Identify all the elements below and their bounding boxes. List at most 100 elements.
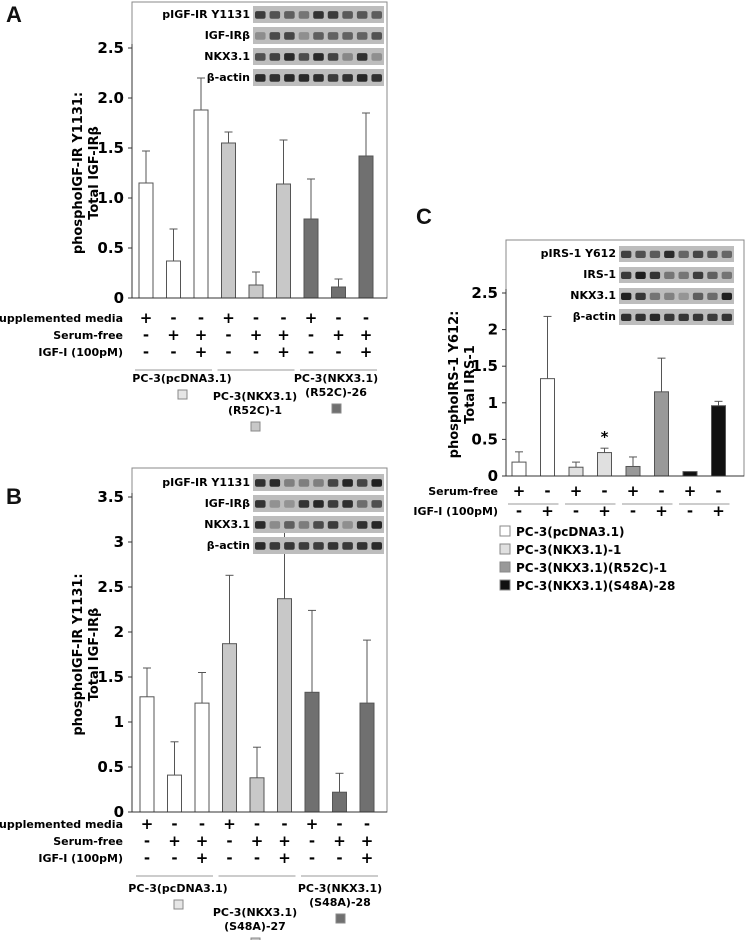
blot-band — [356, 32, 368, 40]
condition-sign: + — [277, 326, 290, 344]
condition-sign: - — [336, 815, 342, 833]
condition-sign: + — [360, 343, 373, 361]
blot-band — [298, 479, 310, 487]
condition-sign: + — [140, 309, 153, 327]
blot-band — [635, 271, 646, 279]
blot-band — [313, 521, 324, 529]
blot-band — [255, 32, 266, 40]
y-axis-label-line1: phosphoIGF-IR Y1131: — [71, 92, 86, 254]
bar — [625, 465, 641, 477]
bar — [248, 284, 264, 299]
blot-band — [342, 479, 353, 487]
group-label: (R52C)-1 — [228, 404, 282, 417]
blot-band — [635, 250, 646, 258]
condition-sign: - — [199, 815, 205, 833]
condition-sign: - — [309, 849, 315, 867]
bar — [139, 696, 155, 813]
blot-band — [327, 542, 339, 550]
condition-sign: + — [251, 832, 264, 850]
blot-label: β-actin — [207, 71, 250, 84]
blot-band — [255, 479, 266, 487]
condition-sign: + — [278, 832, 291, 850]
blot-band — [269, 500, 281, 508]
group-label: (S48A)-27 — [224, 920, 286, 933]
condition-sign: - — [715, 482, 721, 500]
group-label: (R52C)-26 — [305, 386, 367, 399]
blot-band — [298, 74, 310, 82]
group-label: PC-3(NKX3.1) — [213, 390, 297, 403]
condition-sign: + — [598, 502, 611, 520]
y-axis-label: phosphoIRS-1 Y612:Total IRS-1 — [447, 311, 478, 459]
blot-band — [298, 500, 310, 508]
condition-sign: + — [306, 815, 319, 833]
y-tick-label: 2 — [114, 623, 124, 641]
bar — [166, 260, 181, 299]
blot-band — [284, 53, 295, 61]
chart-a: 0 0.5 1.0 1.5 2.0 2.5 phosphoIGF-IR Y1131:Tota… — [0, 1, 388, 432]
y-tick-label: 3 — [114, 533, 124, 551]
blot-label: pIGF-IR Y1131 — [162, 476, 250, 489]
blot-band — [692, 271, 704, 279]
blot-label: IGF-IRβ — [205, 29, 250, 42]
blot-band — [313, 542, 324, 550]
condition-sign: - — [573, 502, 579, 520]
condition-row-label: Serum-free — [53, 835, 123, 848]
condition-sign: - — [516, 502, 522, 520]
legend-swatch — [499, 579, 511, 591]
condition-sign: + — [541, 502, 554, 520]
blot-band — [664, 292, 675, 300]
blot-label: NKX3.1 — [204, 50, 250, 63]
blot-band — [327, 74, 339, 82]
blot-band — [342, 11, 353, 19]
blot-label: NKX3.1 — [570, 289, 616, 302]
group-label: PC-3(NKX3.1) — [213, 906, 297, 919]
blot-band — [707, 292, 718, 300]
bar — [682, 471, 698, 477]
legend-label: PC-3(NKX3.1)(S48A)-28 — [516, 579, 675, 593]
blot-band — [284, 32, 295, 40]
condition-sign: + — [277, 343, 290, 361]
y-tick-label: 1.5 — [471, 357, 498, 375]
y-tick-label: 2.0 — [97, 89, 124, 107]
blot-band — [678, 313, 689, 321]
y-tick-label: 1 — [488, 394, 498, 412]
blot-band — [664, 271, 675, 279]
bar — [193, 109, 209, 299]
condition-sign: - — [254, 815, 260, 833]
condition-sign: + — [570, 482, 583, 500]
legend-label: PC-3(pcDNA3.1) — [516, 525, 624, 539]
condition-sign: - — [335, 343, 341, 361]
y-tick-label: 2 — [488, 321, 498, 339]
bar — [276, 183, 291, 299]
blot-band — [692, 250, 704, 258]
panel-c: C 0 0.5 1 1.5 2 2.5 phosphoIRS-1 Y612:Total IR… — [400, 200, 748, 593]
legend-swatch — [499, 561, 511, 573]
condition-sign: + — [195, 343, 208, 361]
blot-band — [721, 250, 732, 258]
condition-sign: - — [280, 309, 286, 327]
bar — [597, 452, 612, 477]
condition-sign: + — [627, 482, 640, 500]
blot-band — [342, 32, 353, 40]
condition-row-label: Supplemented media — [0, 818, 123, 831]
condition-sign: - — [335, 309, 341, 327]
blot-band — [313, 53, 324, 61]
blot-band — [255, 11, 266, 19]
condition-sign: + — [141, 815, 154, 833]
condition-row-label: Serum-free — [428, 485, 498, 498]
condition-sign: + — [333, 832, 346, 850]
condition-sign: + — [684, 482, 697, 500]
bar — [331, 286, 346, 299]
blot-band — [269, 11, 281, 19]
blot-band — [371, 53, 382, 61]
y-tick-label: 2.5 — [97, 578, 124, 596]
chart-c: 0 0.5 1 1.5 2 2.5 phosphoIRS-1 Y612:Total IRS-… — [413, 239, 745, 593]
bar — [222, 643, 237, 813]
y-tick-label: 0 — [114, 803, 124, 821]
y-axis-label: phosphoIGF-IR Y1131:Total IGF-IRβ — [71, 92, 102, 254]
blot-band — [284, 479, 295, 487]
blot-band — [649, 292, 661, 300]
blot-label: IRS-1 — [583, 268, 616, 281]
bar — [568, 466, 584, 477]
group-swatch — [250, 937, 261, 940]
